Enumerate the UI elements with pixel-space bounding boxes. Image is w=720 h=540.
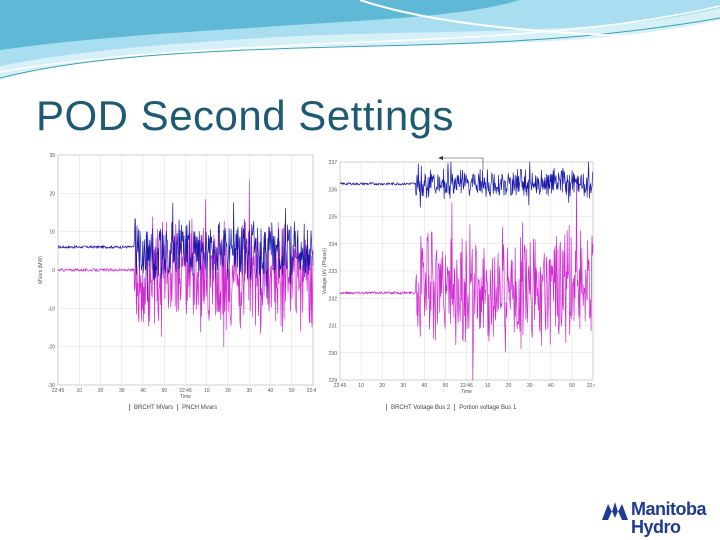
logo-text-line-2: Hydro [631,517,681,537]
y-tick-label: -20 [48,345,55,351]
logo-text-line-1: Manitoba [631,499,707,519]
manitoba-hydro-logo: Manitoba Hydro [600,498,720,538]
legend-item-series-2: Portion voltage Bus 1 [459,404,516,411]
legend-separator [177,404,179,411]
x-tick-label: 22:45 [52,388,65,394]
y-tick-label: -30 [48,383,55,389]
y-tick-label: 20 [49,191,55,197]
x-tick-label: 30 [119,388,125,394]
chart-mvars: 30 20 10 0 -10 -20 -30 22:45 10 20 30 40 50 22:46 10 20… [34,145,316,417]
y-tick-label: 237 [329,160,338,166]
x-tick-label: 10 [76,388,82,394]
y-tick-label: 230 [329,351,338,357]
x-tick-label: 20 [225,388,231,394]
wave-line-2 [0,5,720,73]
y-tick-label: 10 [49,230,55,236]
x-tick-label: 30 [246,388,252,394]
x-tick-label: 20 [379,383,385,389]
y-axis-label: MVars (MW) [38,256,44,284]
y-tick-label: 30 [49,153,55,159]
y-tick-label: 229 [329,378,338,384]
wave-line-1 [0,17,720,79]
legend-separator [454,404,456,411]
x-tick-label: 22:47 [587,383,595,389]
y-tick-label: 0 [52,268,55,274]
x-tick-label: 50 [443,383,449,389]
series-line-1 [339,161,594,208]
legend-separator [386,404,387,411]
x-tick-label: 30 [527,383,533,389]
series-line-2 [339,180,594,381]
y-tick-label: 233 [329,269,338,275]
chart-mvars-legend: BRCHT MVars PNCH Mvars [129,404,217,411]
x-axis-label: Time [461,389,472,395]
x-tick-label: 40 [548,383,554,389]
legend-item-series-1: BRCHT MVars [134,404,173,411]
legend-label: PNCH Mvars [182,404,218,411]
x-tick-label: 20 [506,383,512,389]
x-tick-label: 22:46 [460,383,473,389]
slide-title: POD Second Settings [36,92,455,139]
y-tick-label: 236 [329,187,338,193]
legend-label: BRCHT MVars [134,404,174,411]
y-tick-label: 234 [329,242,338,248]
y-tick-label: -10 [48,306,55,312]
y-tick-label: 231 [329,324,338,330]
chart-voltage-legend: BRCHT Voltage Bus 2 Portion voltage Bus … [386,404,516,411]
x-tick-label: 10 [204,388,210,394]
y-tick-label: 232 [329,296,338,302]
x-tick-label: 50 [569,383,575,389]
x-tick-label: 30 [400,383,406,389]
chart-voltage: 237 236 235 234 233 232 231 230 229 22:45 10 20 30 40… [318,150,595,417]
x-tick-label: 22:47 [307,388,316,394]
legend-label: BRCHT Voltage Bus 2 [391,404,451,411]
legend-item-series-2: PNCH Mvars [182,404,217,411]
y-axis-label: Voltage (kV (Phase)) [322,248,328,294]
x-tick-label: 50 [161,388,167,394]
x-tick-label: 40 [422,383,428,389]
x-tick-label: 40 [140,388,146,394]
header-wave-decoration [0,0,720,80]
y-tick-label: 235 [329,215,338,221]
series-line-1 [57,202,314,302]
x-tick-label: 20 [98,388,104,394]
x-tick-label: 10 [485,383,491,389]
x-tick-label: 10 [358,383,364,389]
x-tick-label: 50 [289,388,295,394]
wave-band-dark [0,0,520,50]
x-tick-label: 22:45 [334,383,347,389]
legend-item-series-1: BRCHT Voltage Bus 2 [391,404,450,411]
legend-label: Portion voltage Bus 1 [459,404,517,411]
annotation-arrow [438,156,443,160]
x-tick-label: 40 [268,388,274,394]
legend-separator [129,404,130,411]
x-tick-label: 22:46 [179,388,192,394]
x-axis-label: Time [180,394,191,400]
wave-line-3 [359,0,720,39]
manitoba-hydro-logo-icon [602,502,628,520]
